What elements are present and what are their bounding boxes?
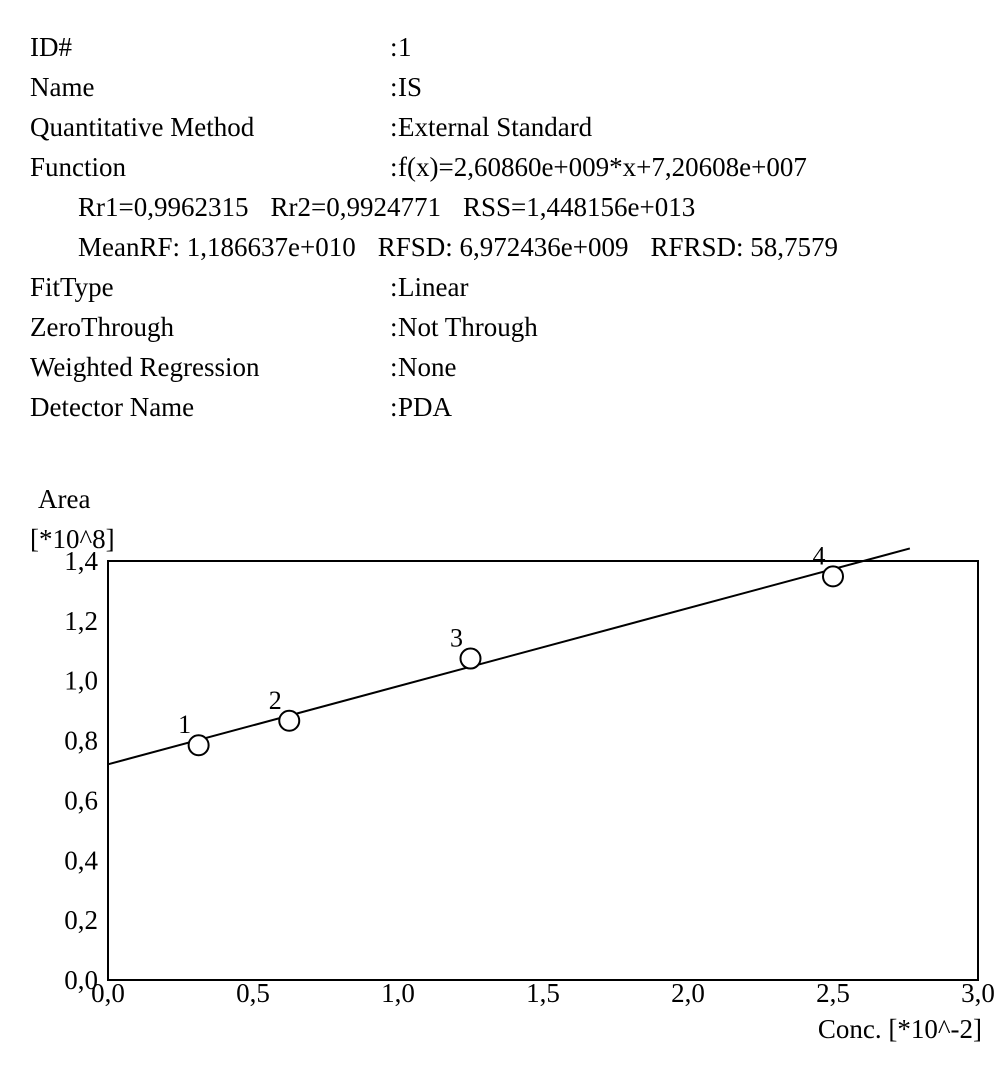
info-label: Quantitative Method bbox=[30, 112, 255, 142]
info-label: ZeroThrough bbox=[30, 312, 174, 342]
x-tick-label: 0,5 bbox=[236, 978, 270, 1008]
x-tick-labels: 0,0 0,5 1,0 1,5 2,0 2,5 3,0 bbox=[91, 978, 995, 1008]
info-row-fittype: FitType:Linear bbox=[30, 272, 469, 302]
data-point-label: 2 bbox=[269, 686, 282, 715]
stats-row-1: Rr1=0,9962315 Rr2=0,9924771 RSS=1,448156e+… bbox=[78, 191, 717, 223]
info-label: Weighted Regression bbox=[30, 352, 260, 382]
stat-rfsd: RFSD: 6,972436e+009 bbox=[377, 232, 629, 262]
data-points: 1 2 3 4 bbox=[178, 541, 844, 757]
y-tick-label: 0,4 bbox=[64, 845, 98, 875]
info-value: Not Through bbox=[398, 312, 538, 342]
x-tick-label: 1,0 bbox=[381, 978, 415, 1008]
x-tick-label: 1,5 bbox=[526, 978, 560, 1008]
stat-rr1: Rr1=0,9962315 bbox=[78, 192, 249, 222]
x-axis-label: Conc. [*10^-2] bbox=[818, 1014, 982, 1044]
data-point-label: 1 bbox=[178, 710, 191, 739]
data-point-label: 4 bbox=[813, 541, 826, 570]
info-value: External Standard bbox=[398, 112, 593, 142]
info-label: FitType bbox=[30, 272, 114, 302]
y-tick-label: 0,2 bbox=[64, 905, 98, 935]
y-tick-label: 0,0 bbox=[64, 965, 98, 995]
info-row-id: ID#:1 bbox=[30, 32, 412, 62]
fit-line bbox=[107, 547, 911, 766]
stat-rfrsd: RFRSD: 58,7579 bbox=[650, 232, 839, 262]
info-value: IS bbox=[398, 72, 423, 102]
y-axis-label: Area bbox=[38, 484, 90, 514]
stat-rss: RSS=1,448156e+013 bbox=[462, 192, 696, 222]
plot-frame bbox=[107, 560, 979, 981]
info-value: f(x)=2,60860e+009*x+7,20608e+007 bbox=[398, 152, 807, 182]
stats-row-2: MeanRF: 1,186637e+010 RFSD: 6,972436e+009… bbox=[78, 231, 860, 263]
y-tick-label: 1,4 bbox=[64, 546, 98, 576]
info-row-weighted: Weighted Regression:None bbox=[30, 352, 457, 382]
y-tick-label: 0,8 bbox=[64, 726, 98, 756]
info-value: PDA bbox=[398, 392, 453, 422]
info-label: Function bbox=[30, 152, 127, 182]
info-row-function: Function:f(x)=2,60860e+009*x+7,20608e+00… bbox=[30, 152, 807, 182]
info-row-method: Quantitative Method:External Standard bbox=[30, 112, 593, 142]
x-tick-label: 0,0 bbox=[91, 978, 125, 1008]
info-value: None bbox=[398, 352, 457, 382]
info-label: Name bbox=[30, 72, 95, 102]
y-tick-label: 0,6 bbox=[64, 785, 98, 815]
info-label: Detector Name bbox=[30, 392, 195, 422]
data-point bbox=[278, 709, 301, 732]
data-point bbox=[187, 734, 210, 757]
info-row-detector: Detector Name:PDA bbox=[30, 392, 453, 422]
x-tick-label: 2,0 bbox=[671, 978, 705, 1008]
y-axis-unit: [*10^8] bbox=[30, 524, 115, 554]
info-value: Linear bbox=[398, 272, 469, 302]
y-tick-label: 1,2 bbox=[64, 606, 98, 636]
data-point-label: 3 bbox=[450, 624, 463, 653]
stat-rr2: Rr2=0,9924771 bbox=[270, 192, 441, 222]
x-tick-label: 2,5 bbox=[816, 978, 850, 1008]
data-point bbox=[459, 647, 482, 670]
info-row-name: Name:IS bbox=[30, 72, 423, 102]
x-tick-label: 3,0 bbox=[961, 978, 995, 1008]
data-point bbox=[822, 565, 844, 588]
stat-meanrf: MeanRF: 1,186637e+010 bbox=[78, 232, 356, 262]
info-row-zerothrough: ZeroThrough:Not Through bbox=[30, 312, 538, 342]
y-tick-labels: 0,0 0,2 0,4 0,6 0,8 1,0 1,2 1,4 bbox=[64, 546, 98, 995]
y-tick-label: 1,0 bbox=[64, 666, 98, 696]
info-label: ID# bbox=[30, 32, 72, 62]
info-value: 1 bbox=[398, 32, 412, 62]
